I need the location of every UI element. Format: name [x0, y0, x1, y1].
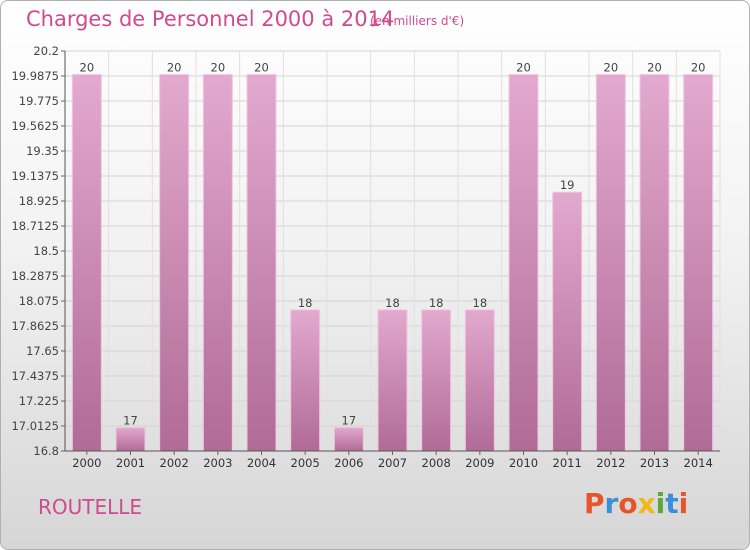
- bar-2002: [159, 74, 190, 452]
- data-label: 18: [473, 296, 488, 310]
- x-tick-label: 2003: [203, 456, 232, 470]
- x-tick-label: 2005: [291, 456, 320, 470]
- y-tick-label: 18.075: [19, 294, 59, 308]
- y-tick-label: 17.4375: [11, 369, 59, 383]
- x-tick-label: 2002: [160, 456, 189, 470]
- y-tick-label: 16.8: [33, 444, 59, 458]
- commune-name: ROUTELLE: [38, 495, 143, 519]
- x-tick-label: 2012: [596, 456, 625, 470]
- data-label: 20: [80, 61, 95, 75]
- logo-letter: t: [665, 487, 679, 520]
- logo-letter: x: [637, 487, 656, 520]
- logo-letter: P: [584, 487, 605, 520]
- x-tick-label: 2007: [378, 456, 407, 470]
- x-tick-label: 2009: [465, 456, 494, 470]
- x-tick-label: 2013: [640, 456, 669, 470]
- y-tick-label: 19.775: [19, 94, 59, 108]
- bar-2000: [71, 74, 102, 452]
- y-tick-label: 19.35: [26, 144, 59, 158]
- data-label: 20: [167, 61, 182, 75]
- y-tick-label: 17.225: [19, 394, 59, 408]
- data-label: 17: [123, 413, 138, 427]
- logo-letter: o: [618, 487, 638, 520]
- y-tick-label: 18.5: [33, 244, 59, 258]
- y-tick-label: 18.7125: [11, 219, 59, 233]
- logo-letter: r: [604, 487, 619, 520]
- y-tick-label: 18.2875: [11, 269, 59, 283]
- chart-title: Charges de Personnel 2000 à 2014: [26, 7, 395, 31]
- bar-2001: [115, 426, 146, 452]
- bar-2005: [290, 309, 321, 452]
- y-tick-label: 19.1375: [11, 169, 59, 183]
- data-label: 18: [298, 296, 313, 310]
- y-tick-label: 17.0125: [11, 419, 59, 433]
- bar-2006: [333, 426, 364, 452]
- x-tick-label: 2010: [509, 456, 538, 470]
- bar-2014: [683, 74, 714, 452]
- x-tick-label: 2006: [334, 456, 363, 470]
- bar-2008: [421, 309, 452, 452]
- logo-letter: i: [678, 487, 689, 520]
- chart-subtitle: (en milliers d'€): [370, 14, 465, 28]
- x-tick-label: 2000: [72, 456, 101, 470]
- data-label: 17: [342, 413, 357, 427]
- bar-2009: [464, 309, 495, 452]
- x-tick-label: 2011: [553, 456, 582, 470]
- data-label: 20: [211, 61, 226, 75]
- data-label: 18: [429, 296, 444, 310]
- bar-2003: [202, 74, 233, 452]
- data-label: 20: [516, 61, 531, 75]
- bar-2011: [552, 191, 583, 452]
- axes: 16.8 17.0125 17.225 17.4375 17.65 17.8625 18.0…: [11, 44, 720, 470]
- x-tick-label: 2001: [116, 456, 145, 470]
- y-tick-label: 17.8625: [11, 319, 59, 333]
- x-tick-label: 2008: [422, 456, 451, 470]
- bar-2010: [508, 74, 539, 452]
- y-tick-label: 19.5625: [11, 119, 59, 133]
- bar-2004: [246, 74, 277, 452]
- x-tick-label: 2004: [247, 456, 276, 470]
- data-label: 20: [604, 61, 619, 75]
- data-label: 20: [254, 61, 269, 75]
- data-label: 18: [385, 296, 400, 310]
- data-label: 20: [647, 61, 662, 75]
- y-tick-label: 17.65: [26, 344, 59, 358]
- y-tick-label: 19.9875: [11, 69, 59, 83]
- y-tick-label: 20.2: [33, 44, 59, 58]
- logo-letter: i: [655, 487, 666, 520]
- proxiti-logo[interactable]: Proxiti: [584, 487, 688, 520]
- bars: 20 17 20 20 20 18 17 18 18 18 20 19 20 20 20: [71, 61, 714, 452]
- y-tick-label: 18.925: [19, 194, 59, 208]
- bar-2007: [377, 309, 408, 452]
- data-label: 20: [691, 61, 706, 75]
- bar-2013: [639, 74, 670, 452]
- bar-2012: [595, 74, 626, 452]
- x-tick-label: 2014: [684, 456, 713, 470]
- data-label: 19: [560, 178, 575, 192]
